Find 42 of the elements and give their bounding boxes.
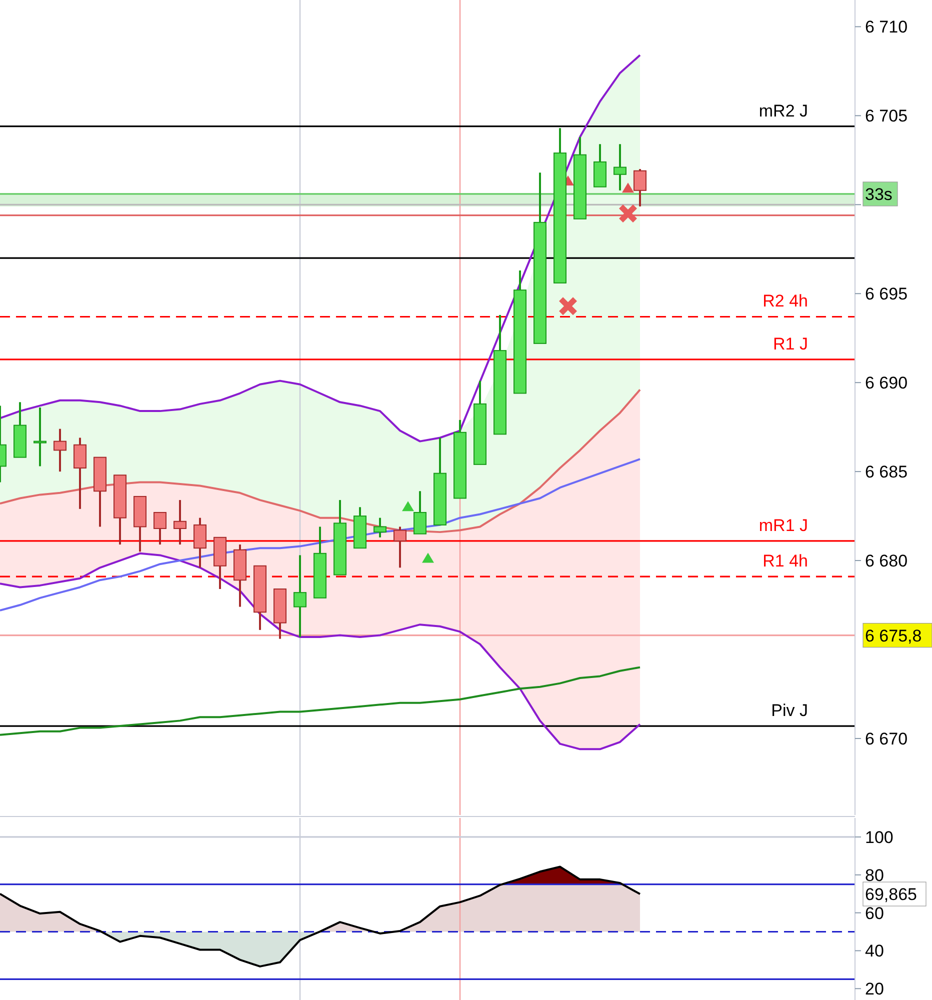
candlestick (54, 428, 66, 473)
y-tick-label: 6 695 (865, 284, 908, 304)
y-tick-label: 20 (865, 980, 884, 999)
point (622, 182, 634, 193)
point (619, 204, 637, 223)
candlestick (394, 526, 406, 569)
ref-line-label: mR1 J (758, 516, 808, 535)
line-series (0, 458, 641, 612)
candlestick (34, 406, 46, 468)
y-tick-label: 6 680 (865, 552, 908, 571)
candlestick (194, 516, 206, 569)
line-series (0, 54, 641, 442)
candlestick (614, 143, 626, 192)
point (559, 297, 577, 316)
y-tick-label: 6 670 (865, 729, 908, 748)
line-series (0, 666, 641, 736)
text: 33s (865, 184, 892, 204)
y-tick-label: 80 (865, 866, 884, 885)
candlestick (174, 499, 186, 546)
y-tick-label: 6 685 (865, 462, 908, 482)
candlestick (634, 168, 646, 208)
ref-line-label: R2 4h (762, 292, 808, 311)
y-tick-label: 6 705 (865, 106, 908, 126)
point (402, 501, 414, 512)
line-series (0, 552, 641, 750)
y-tick-label: 6 710 (865, 18, 908, 37)
candlestick (154, 511, 166, 546)
y-tick-label: 60 (865, 904, 884, 923)
ref-line-label: R1 J (773, 334, 808, 354)
candlestick (374, 516, 386, 538)
ref-line-label: Piv J (771, 701, 808, 720)
y-tick-label: 40 (865, 942, 884, 961)
ref-line-label: mR2 J (758, 101, 808, 120)
candlestick (414, 490, 426, 535)
text: 69,865 (865, 885, 917, 904)
ref-line-label: R1 4h (762, 552, 808, 571)
candlestick (294, 554, 306, 638)
candlestick (74, 436, 86, 510)
point (422, 552, 434, 563)
text: 6 675,8 (865, 626, 922, 646)
y-tick-label: 100 (865, 828, 894, 847)
y-tick-label: 6 690 (865, 374, 908, 393)
